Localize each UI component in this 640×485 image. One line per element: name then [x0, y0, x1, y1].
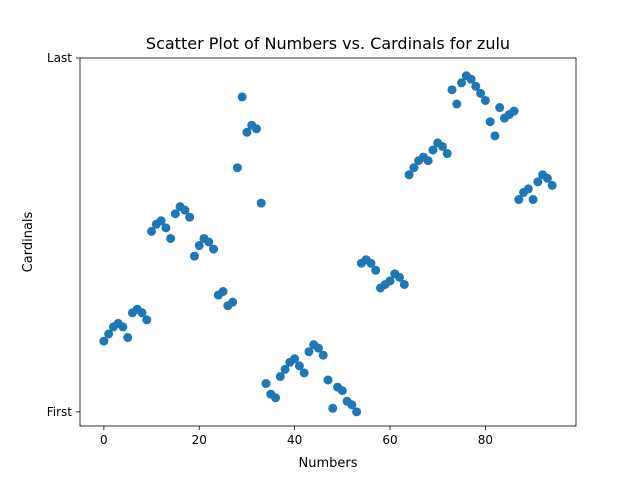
data-point — [352, 407, 362, 417]
data-point — [466, 74, 476, 84]
y-axis-ticks: First Last — [47, 51, 80, 419]
data-point — [156, 216, 166, 226]
data-point — [514, 195, 524, 205]
data-point — [457, 78, 467, 88]
data-point — [194, 241, 204, 251]
data-point — [166, 233, 176, 243]
data-point — [395, 272, 405, 282]
data-point — [242, 127, 252, 137]
data-point — [142, 315, 152, 325]
data-points — [99, 71, 557, 417]
data-point — [480, 95, 490, 105]
data-point — [547, 180, 557, 190]
data-point — [509, 106, 519, 116]
x-axis-ticks: 0 20 40 60 80 — [100, 426, 493, 447]
data-point — [452, 99, 462, 109]
data-point — [409, 163, 419, 173]
data-point — [237, 92, 247, 102]
data-point — [189, 251, 199, 261]
data-point — [180, 205, 190, 215]
data-point — [428, 145, 438, 155]
data-point — [323, 375, 333, 385]
data-point — [280, 364, 290, 374]
data-point — [147, 226, 157, 236]
data-point — [218, 287, 228, 297]
data-point — [437, 141, 447, 151]
y-tick-label: Last — [47, 51, 72, 65]
x-tick-label: 0 — [100, 433, 108, 447]
x-tick-label: 40 — [287, 433, 302, 447]
data-point — [542, 173, 552, 183]
data-point — [251, 124, 261, 134]
data-point — [328, 403, 338, 413]
data-point — [533, 177, 543, 187]
y-tick-label: First — [47, 405, 73, 419]
x-tick-label: 20 — [192, 433, 207, 447]
data-point — [204, 237, 214, 247]
data-point — [304, 347, 314, 357]
data-point — [118, 322, 128, 332]
data-point — [209, 244, 219, 254]
x-tick-label: 60 — [382, 433, 397, 447]
data-point — [261, 379, 271, 389]
x-axis-label: Numbers — [299, 456, 358, 471]
data-point — [523, 184, 533, 194]
data-point — [271, 393, 281, 403]
data-point — [447, 85, 457, 95]
data-point — [442, 149, 452, 159]
data-point — [137, 308, 147, 318]
data-point — [399, 279, 409, 289]
data-point — [185, 212, 195, 222]
data-point — [104, 329, 114, 339]
chart-title: Scatter Plot of Numbers vs. Cardinals fo… — [146, 34, 510, 53]
x-tick-label: 80 — [478, 433, 493, 447]
plot-frame — [79, 57, 577, 427]
data-point — [471, 81, 481, 91]
data-point — [123, 333, 133, 343]
data-point — [256, 198, 266, 208]
data-point — [371, 265, 381, 275]
data-point — [232, 163, 242, 173]
data-point — [294, 361, 304, 371]
data-point — [161, 223, 171, 233]
data-point — [490, 131, 500, 141]
data-point — [423, 156, 433, 166]
data-point — [275, 371, 285, 381]
data-point — [347, 400, 357, 410]
data-point — [318, 350, 328, 360]
data-point — [299, 368, 309, 378]
data-point — [290, 354, 300, 364]
y-axis-label: Cardinals — [21, 211, 36, 272]
data-point — [476, 88, 486, 98]
data-point — [313, 343, 323, 353]
data-point — [170, 209, 180, 219]
data-point — [495, 103, 505, 113]
data-point — [528, 195, 538, 205]
data-point — [228, 297, 238, 307]
data-point — [366, 258, 376, 268]
data-point — [485, 117, 495, 127]
data-point — [99, 336, 109, 346]
data-point — [337, 386, 347, 396]
data-point — [404, 170, 414, 180]
data-point — [385, 276, 395, 286]
